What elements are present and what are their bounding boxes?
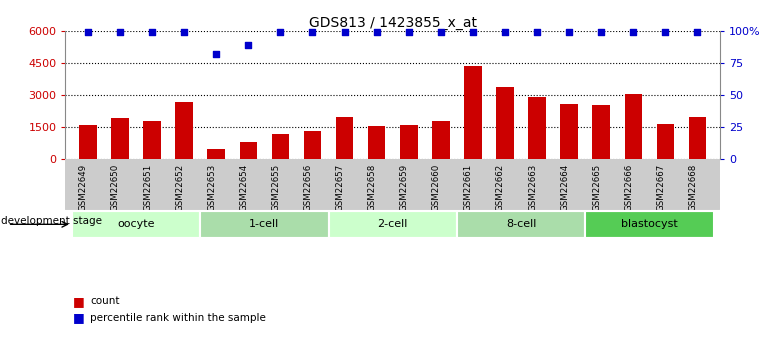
- Text: GSM22659: GSM22659: [400, 164, 409, 210]
- Text: GSM22650: GSM22650: [111, 164, 120, 211]
- Point: [210, 51, 223, 57]
- Point: [434, 30, 447, 35]
- Text: GSM22668: GSM22668: [688, 164, 698, 211]
- Bar: [143, 121, 161, 159]
- Point: [146, 30, 159, 35]
- Bar: [303, 131, 321, 159]
- Point: [403, 30, 415, 35]
- Bar: [457, 210, 585, 238]
- Text: GSM22662: GSM22662: [496, 164, 505, 211]
- Bar: [561, 104, 578, 159]
- Title: GDS813 / 1423855_x_at: GDS813 / 1423855_x_at: [309, 16, 477, 30]
- Text: blastocyst: blastocyst: [621, 219, 678, 229]
- Bar: [464, 66, 482, 159]
- Text: GSM22656: GSM22656: [303, 164, 313, 211]
- Bar: [528, 97, 546, 159]
- Bar: [688, 117, 706, 159]
- Text: ■: ■: [73, 312, 85, 325]
- Text: oocyte: oocyte: [117, 219, 155, 229]
- Bar: [624, 94, 642, 159]
- Point: [659, 30, 671, 35]
- Text: GSM22663: GSM22663: [528, 164, 537, 211]
- Bar: [400, 125, 417, 159]
- Point: [595, 30, 608, 35]
- Text: count: count: [90, 296, 119, 306]
- Bar: [368, 126, 386, 159]
- Text: GSM22665: GSM22665: [592, 164, 601, 211]
- Bar: [239, 142, 257, 159]
- Point: [467, 30, 479, 35]
- Text: GSM22657: GSM22657: [336, 164, 345, 211]
- Point: [499, 30, 511, 35]
- Bar: [585, 210, 714, 238]
- Text: ■: ■: [73, 295, 85, 308]
- Point: [563, 30, 575, 35]
- Text: GSM22654: GSM22654: [239, 164, 248, 211]
- Bar: [336, 117, 353, 159]
- Point: [370, 30, 383, 35]
- Text: GSM22652: GSM22652: [175, 164, 184, 211]
- Point: [242, 42, 254, 48]
- Text: GSM22666: GSM22666: [624, 164, 633, 211]
- Point: [627, 30, 639, 35]
- Text: GSM22667: GSM22667: [656, 164, 665, 211]
- Point: [82, 30, 94, 35]
- Text: GSM22653: GSM22653: [207, 164, 216, 211]
- Bar: [72, 210, 200, 238]
- Text: 2-cell: 2-cell: [377, 219, 408, 229]
- Point: [691, 30, 704, 35]
- Bar: [272, 134, 290, 159]
- Bar: [79, 125, 97, 159]
- Bar: [176, 101, 193, 159]
- Bar: [111, 118, 129, 159]
- Point: [178, 30, 190, 35]
- Text: GSM22660: GSM22660: [432, 164, 440, 211]
- Point: [114, 30, 126, 35]
- Bar: [207, 149, 225, 159]
- Point: [531, 30, 544, 35]
- Bar: [657, 124, 675, 159]
- Bar: [329, 210, 457, 238]
- Text: GSM22664: GSM22664: [560, 164, 569, 211]
- Point: [306, 30, 319, 35]
- Bar: [496, 87, 514, 159]
- Text: development stage: development stage: [1, 216, 102, 226]
- Point: [339, 30, 351, 35]
- Text: GSM22649: GSM22649: [79, 164, 88, 210]
- Text: GSM22661: GSM22661: [464, 164, 473, 211]
- Text: 8-cell: 8-cell: [506, 219, 536, 229]
- Bar: [592, 105, 610, 159]
- Text: GSM22658: GSM22658: [367, 164, 377, 211]
- Text: GSM22651: GSM22651: [143, 164, 152, 211]
- Text: GSM22655: GSM22655: [271, 164, 280, 211]
- Bar: [432, 121, 450, 159]
- Point: [274, 30, 286, 35]
- Text: percentile rank within the sample: percentile rank within the sample: [90, 313, 266, 323]
- Bar: [200, 210, 329, 238]
- Text: 1-cell: 1-cell: [249, 219, 280, 229]
